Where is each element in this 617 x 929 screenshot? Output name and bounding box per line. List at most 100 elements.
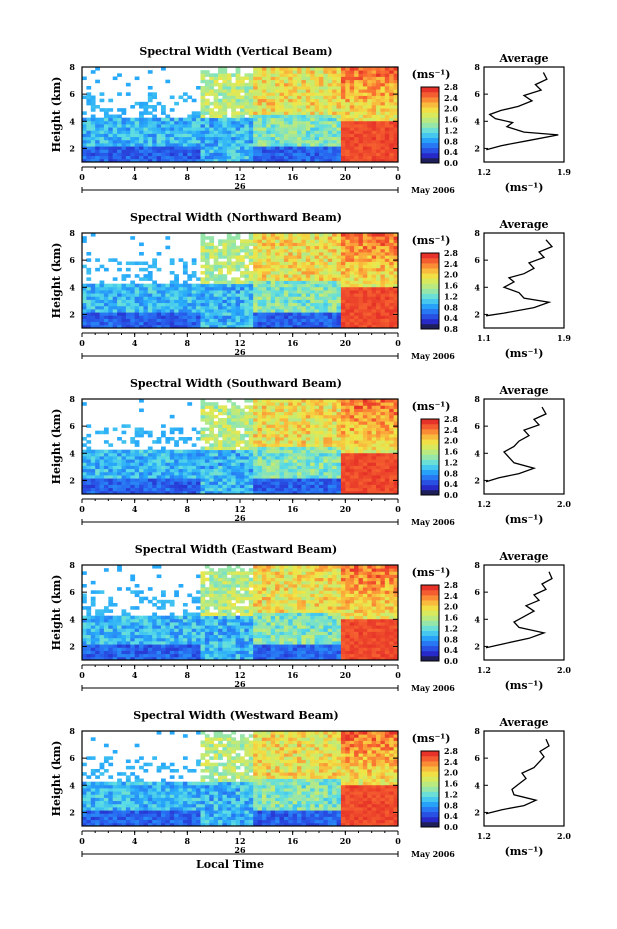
heatmap-cell (226, 433, 232, 438)
heatmap-cell (218, 239, 223, 243)
heatmap-cell (196, 293, 201, 297)
heatmap-cell (275, 98, 280, 103)
heatmap-cell (314, 92, 320, 96)
heatmap-cell (152, 475, 158, 479)
heatmap-cell (226, 468, 232, 473)
heatmap-cell (332, 290, 337, 294)
heatmap-cell (266, 258, 272, 262)
heatmap-cell (187, 136, 193, 141)
heatmap-cell (301, 456, 307, 460)
heatmap-cell (319, 98, 324, 103)
heatmap-cell (204, 411, 210, 416)
heatmap-cell (209, 133, 215, 138)
heatmap-cell (319, 108, 324, 112)
heatmap-cell (204, 127, 210, 131)
heatmap-cell (349, 283, 355, 288)
heatmap-cell (319, 452, 324, 457)
heatmap-cell (380, 264, 386, 269)
heatmap-cell (297, 79, 302, 84)
heatmap-cell (143, 283, 149, 288)
heatmap-cell (95, 296, 100, 300)
heatmap-cell (301, 309, 307, 313)
heatmap-cell (393, 155, 399, 160)
heatmap-cell (266, 127, 272, 131)
heatmap-cell (349, 101, 355, 106)
heatmap-cell (139, 475, 144, 479)
heatmap-cell (95, 143, 100, 147)
heatmap-cell (139, 267, 144, 272)
heatmap-cell (358, 114, 364, 119)
heatmap-cell (253, 92, 258, 96)
heatmap-cell (323, 465, 329, 470)
heatmap-cell (297, 120, 302, 125)
heatmap-cell (275, 95, 280, 100)
heatmap-cell (288, 315, 294, 319)
heatmap-cell (288, 452, 294, 457)
heatmap-cell (253, 433, 258, 438)
heatmap-cell (117, 290, 122, 294)
heatmap-cell (222, 274, 228, 278)
heatmap-cell (117, 302, 122, 307)
heatmap-cell (95, 321, 100, 326)
heatmap-cell (323, 133, 329, 138)
heatmap-cell (358, 82, 364, 87)
heatmap-cell (266, 312, 272, 316)
heatmap-cell (261, 149, 267, 153)
heatmap-cell (169, 490, 175, 495)
heatmap-cell (196, 111, 201, 115)
heatmap-cell (248, 108, 254, 112)
heatmap-cell (161, 459, 166, 463)
heatmap-cell (319, 233, 324, 237)
heatmap-cell (354, 133, 359, 138)
x-tick-label: 0 (395, 338, 401, 348)
heatmap-cell (257, 98, 263, 103)
panel-2: Spectral Width (Northward Beam)2468Heigh… (50, 211, 571, 361)
heatmap-cell (332, 258, 337, 262)
heatmap-cell (226, 143, 232, 147)
heatmap-cell (288, 261, 294, 266)
heatmap-cell (226, 475, 232, 479)
heatmap-cell (349, 73, 355, 77)
heatmap-cell (393, 264, 399, 269)
heatmap-cell (310, 82, 316, 87)
heatmap-cell (261, 312, 267, 316)
heatmap-cell (174, 286, 179, 291)
heatmap-cell (292, 67, 298, 71)
heatmap-cell (222, 261, 228, 266)
heatmap-cell (248, 315, 254, 319)
heatmap-cell (235, 155, 241, 160)
heatmap-cell (200, 405, 206, 409)
heatmap-cell (139, 481, 144, 485)
heatmap-cell (310, 124, 316, 128)
heatmap-cell (218, 478, 223, 482)
heatmap-cell (253, 449, 258, 454)
heatmap-cell (244, 73, 250, 77)
heatmap-cell (226, 440, 232, 444)
heatmap-cell (371, 70, 377, 74)
heatmap-cell (90, 315, 96, 319)
heatmap-cell (235, 430, 241, 435)
heatmap-cell (261, 136, 267, 141)
heatmap-cell (323, 158, 329, 163)
heatmap-cell (319, 399, 324, 403)
heatmap-cell (226, 478, 232, 482)
heatmap-cell (130, 127, 136, 131)
heatmap-cell (384, 236, 390, 240)
heatmap-cell (327, 139, 333, 144)
heatmap-cell (384, 70, 390, 74)
heatmap-cell (389, 321, 395, 326)
heatmap-cell (209, 424, 215, 428)
heatmap-cell (310, 315, 316, 319)
heatmap-cell (389, 89, 395, 93)
heatmap-cell (301, 405, 307, 409)
heatmap-cell (182, 146, 188, 150)
panel-title: Spectral Width (Northward Beam) (130, 211, 342, 224)
heatmap-cell (108, 155, 114, 160)
heatmap-cell (310, 105, 316, 109)
heatmap-cell (218, 446, 223, 451)
heatmap-cell (345, 133, 351, 138)
heatmap-cell (231, 456, 237, 460)
heatmap-cell (314, 86, 320, 90)
heatmap-cell (305, 318, 311, 323)
heatmap-cell (261, 427, 267, 432)
